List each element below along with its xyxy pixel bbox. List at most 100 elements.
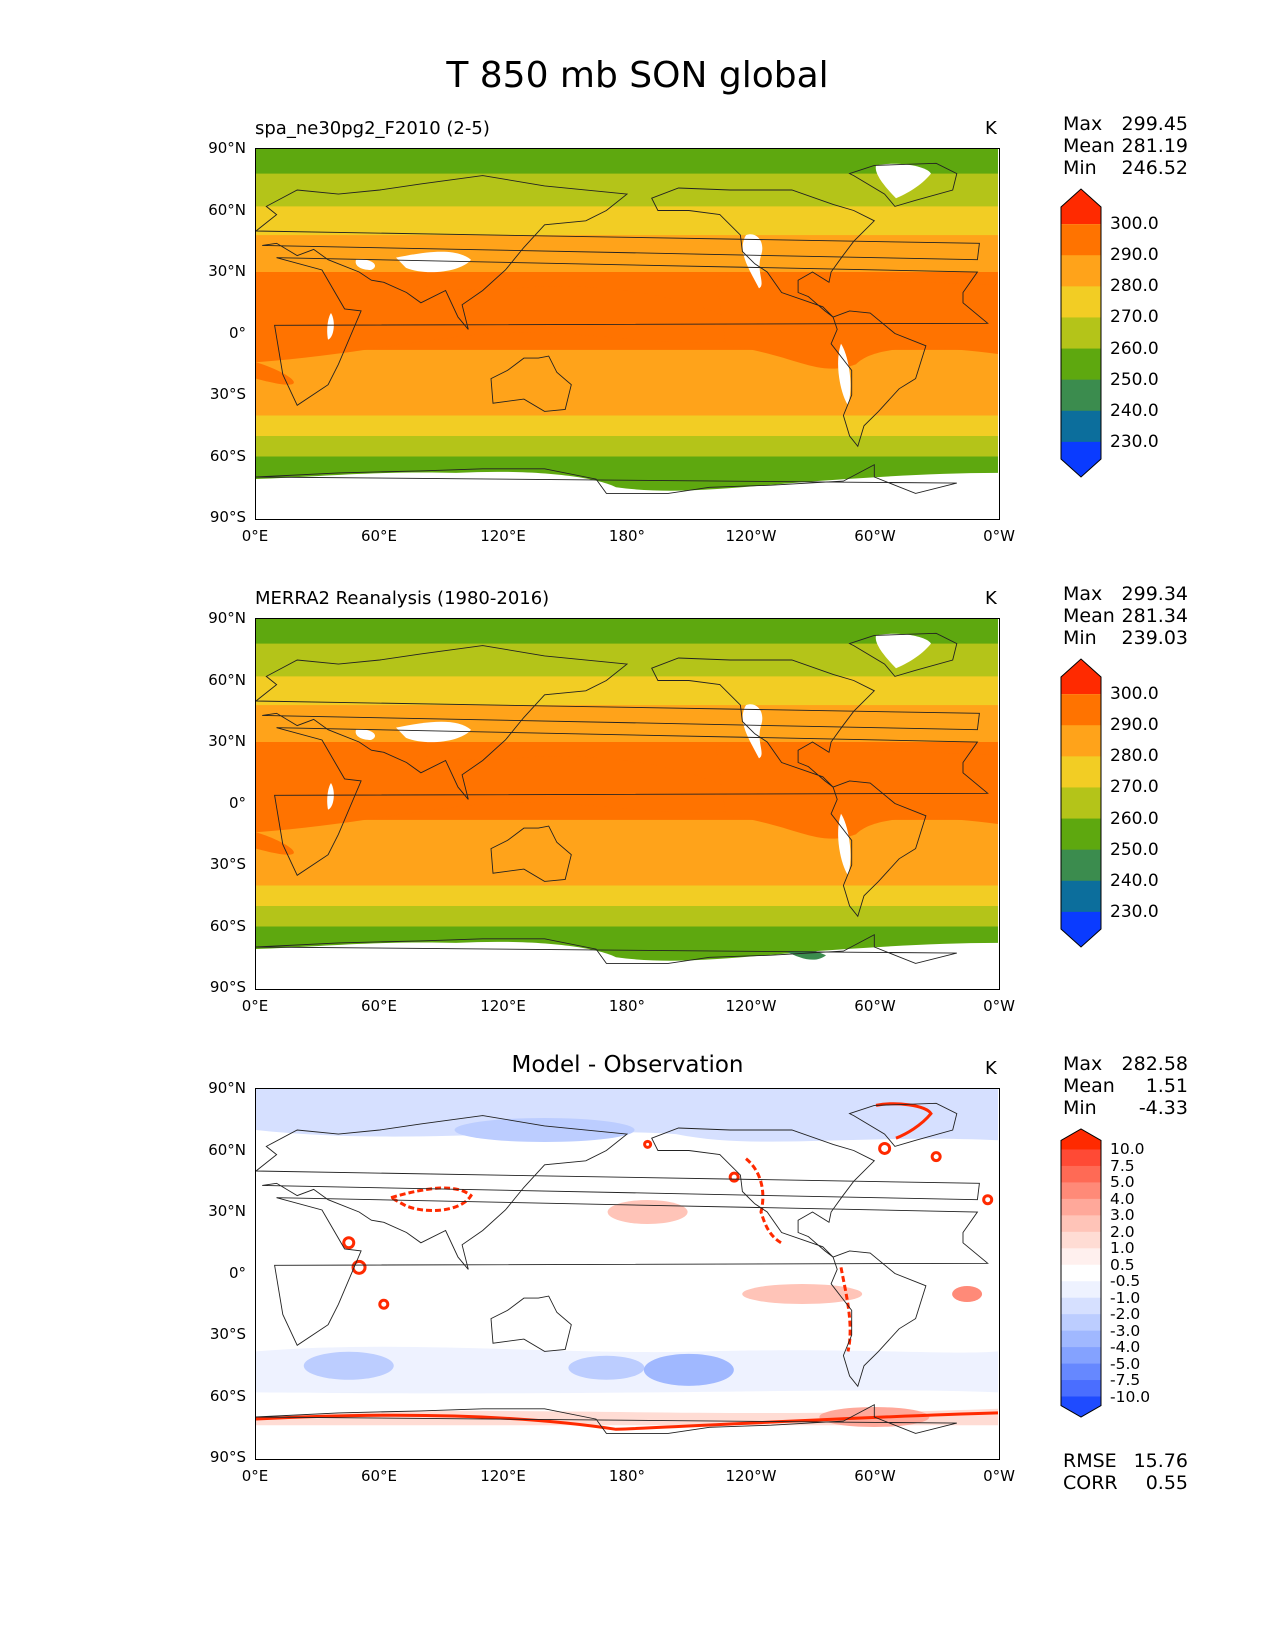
negative-anomaly bbox=[303, 1351, 394, 1380]
stats-block: Max 299.45 Mean 281.19 Min 246.52 bbox=[1063, 113, 1188, 179]
max-label: Max bbox=[1063, 1053, 1103, 1075]
x-tick-label: 0°E bbox=[241, 1467, 269, 1485]
colorbar-tick-label: 240.0 bbox=[1110, 400, 1159, 421]
stats-block: Max 299.34 Mean 281.34 Min 239.03 bbox=[1063, 583, 1188, 649]
colorbar-tick-label: 230.0 bbox=[1110, 901, 1159, 922]
colorbar-tick-label: 290.0 bbox=[1110, 245, 1159, 266]
colorbar-tick-label: -7.5 bbox=[1110, 1371, 1141, 1390]
coastline bbox=[256, 933, 957, 964]
colorbar-segment bbox=[1061, 1396, 1101, 1417]
max-label: Max bbox=[1063, 113, 1103, 135]
coastline bbox=[848, 632, 958, 677]
x-tick-label: 0°W bbox=[983, 527, 1015, 545]
elevation-contour bbox=[839, 1267, 852, 1352]
units-label: K bbox=[985, 1058, 997, 1079]
coastlines bbox=[256, 1102, 989, 1434]
x-tick-label: 120°W bbox=[725, 527, 777, 545]
temperature-band bbox=[256, 415, 998, 437]
coastline bbox=[830, 1250, 927, 1388]
greenland-mask bbox=[875, 163, 931, 199]
max-value: 282.58 bbox=[1121, 1053, 1188, 1075]
y-tick-label: 0° bbox=[228, 323, 246, 342]
colorbar-tick-label: -4.0 bbox=[1110, 1338, 1141, 1357]
temperature-band bbox=[256, 885, 998, 907]
colorbar-tick-label: -0.5 bbox=[1110, 1272, 1141, 1291]
x-tick-label: 120°W bbox=[725, 997, 777, 1015]
y-tick-label: 30°S bbox=[209, 855, 246, 873]
panel-reanalysis: MERRA2 Reanalysis (1980-2016) K Max 299.3… bbox=[0, 583, 1275, 1038]
colorbar-tick-label: 280.0 bbox=[1110, 276, 1159, 297]
x-tick-label: 120°E bbox=[480, 527, 526, 545]
colorbar-tick-label: 10.0 bbox=[1110, 1140, 1145, 1159]
colorbar-tick-label: -2.0 bbox=[1110, 1305, 1141, 1324]
max-value: 299.34 bbox=[1121, 583, 1188, 605]
colorbar-segment bbox=[1061, 317, 1101, 350]
mean-value: 281.34 bbox=[1121, 605, 1188, 627]
elevation-contour bbox=[982, 1194, 994, 1206]
coastline bbox=[256, 1403, 957, 1434]
colorbar-segment bbox=[1061, 1149, 1101, 1167]
coastline bbox=[256, 175, 980, 330]
colorbar-segment bbox=[1061, 1380, 1101, 1398]
negative-anomaly bbox=[643, 1353, 734, 1386]
x-tick-label: 180° bbox=[608, 997, 646, 1015]
temperature-band bbox=[256, 619, 998, 645]
elevation-contour bbox=[875, 1102, 933, 1140]
units-label: K bbox=[985, 588, 997, 609]
y-tick-label: 30°N bbox=[208, 262, 246, 280]
y-tick-label: 90°N bbox=[208, 1079, 246, 1097]
y-tick-label: 0° bbox=[228, 1263, 246, 1282]
colorbar-segment bbox=[1061, 880, 1101, 913]
temperature-band bbox=[256, 206, 998, 236]
panel-difference: Model - Observation K Max 282.58 Mean 1.51… bbox=[0, 1052, 1275, 1508]
warm-region bbox=[716, 743, 998, 839]
coastline bbox=[256, 645, 980, 800]
positive-anomaly bbox=[742, 1284, 863, 1304]
y-tick-label: 30°N bbox=[208, 732, 246, 750]
coastline bbox=[274, 1197, 989, 1346]
mean-label: Mean bbox=[1063, 605, 1115, 627]
coastline bbox=[490, 355, 572, 412]
coastline bbox=[651, 657, 876, 788]
colorbar-tick-label: 270.0 bbox=[1110, 777, 1159, 798]
colorbar-tick-label: 3.0 bbox=[1110, 1206, 1135, 1225]
corr-value: 0.55 bbox=[1145, 1472, 1188, 1494]
colorbar-segment bbox=[1061, 1198, 1101, 1216]
negative-anomaly bbox=[256, 1089, 998, 1142]
y-tick-label: 90°S bbox=[209, 508, 246, 526]
mean-label: Mean bbox=[1063, 1075, 1115, 1097]
temperature-band bbox=[256, 854, 998, 886]
min-label: Min bbox=[1063, 627, 1097, 649]
colorbar-graphic bbox=[1060, 1128, 1102, 1418]
colorbar-segment bbox=[1061, 1248, 1101, 1266]
elevation-contour bbox=[256, 1411, 998, 1431]
andes-mask bbox=[838, 813, 851, 876]
colorbar-segment bbox=[1061, 659, 1101, 695]
figure-title: T 850 mb SON global bbox=[446, 55, 829, 96]
coastline bbox=[274, 257, 989, 406]
panel-title: Model - Observation bbox=[511, 1052, 744, 1078]
units-label: K bbox=[985, 118, 997, 139]
y-tick-label: 60°N bbox=[208, 200, 246, 219]
coastline bbox=[830, 780, 927, 918]
mean-label: Mean bbox=[1063, 135, 1115, 157]
colorbar-graphic bbox=[1060, 188, 1102, 478]
map-difference bbox=[255, 1088, 1000, 1460]
coastline bbox=[256, 463, 957, 494]
temperature-band bbox=[256, 436, 998, 457]
colorbar-segment bbox=[1061, 1347, 1101, 1365]
colorbar-graphic bbox=[1060, 658, 1102, 948]
positive-anomaly bbox=[607, 1200, 688, 1224]
colorbar-segment bbox=[1061, 1182, 1101, 1200]
stats-block: Max 282.58 Mean 1.51 Min -4.33 bbox=[1063, 1053, 1188, 1119]
x-tick-label: 120°E bbox=[480, 1467, 526, 1485]
y-tick-label: 60°S bbox=[209, 916, 246, 935]
max-value: 299.45 bbox=[1121, 113, 1188, 135]
temperature-band bbox=[256, 819, 998, 856]
colorbar-segment bbox=[1061, 1297, 1101, 1315]
coastlines bbox=[256, 162, 989, 494]
warm-region bbox=[256, 832, 294, 855]
metrics-block: RMSE 15.76 CORR 0.55 bbox=[1063, 1450, 1188, 1494]
colorbar-tick-label: 300.0 bbox=[1110, 684, 1159, 705]
colorbar-tick-label: 7.5 bbox=[1110, 1156, 1135, 1175]
